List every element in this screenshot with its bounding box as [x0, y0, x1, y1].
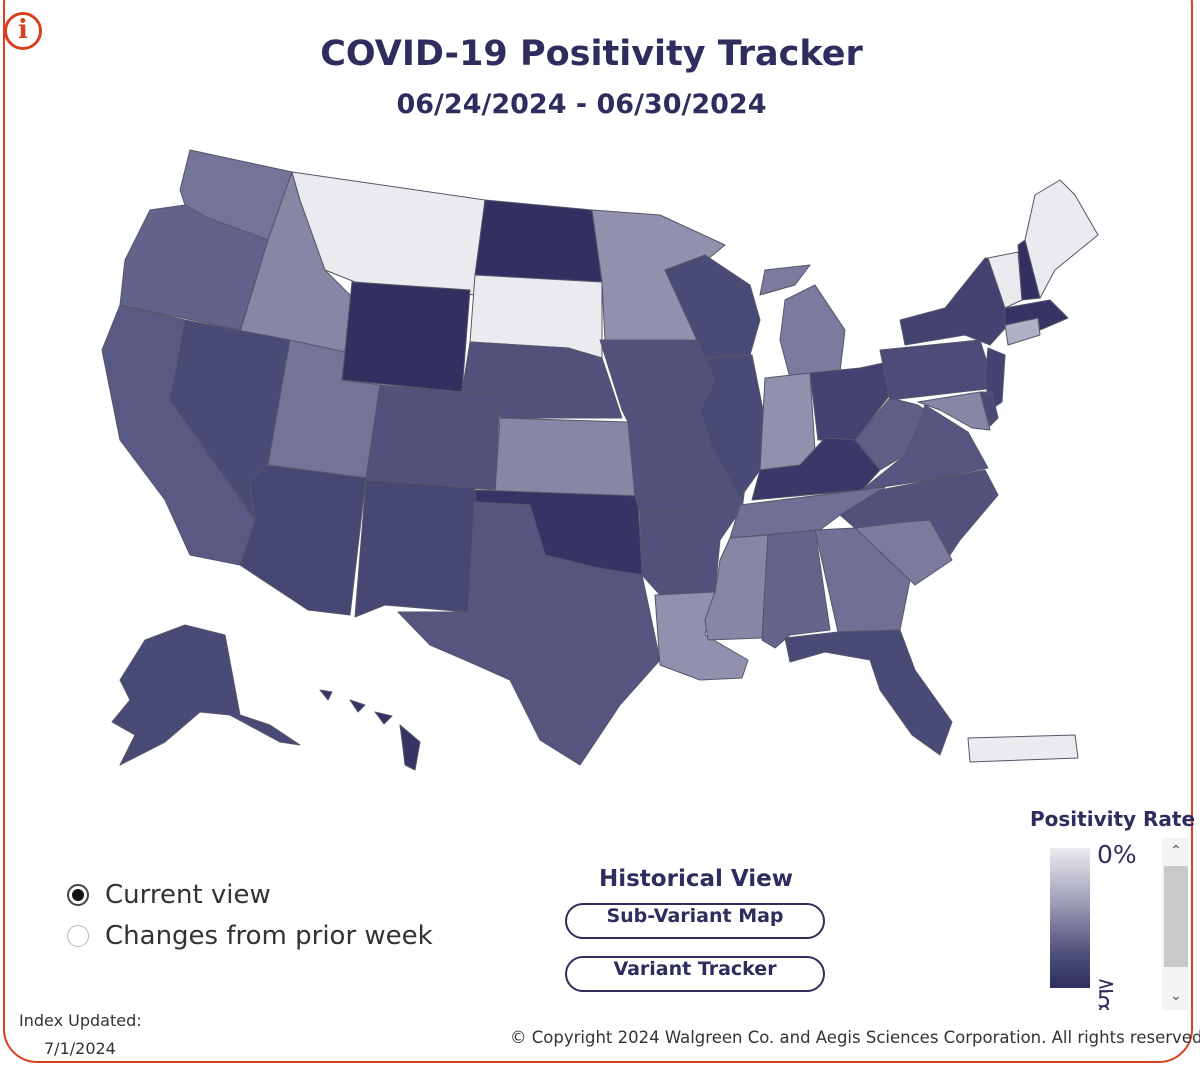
state-IN[interactable] [759, 372, 816, 471]
copyright-text: © Copyright 2024 Walgreen Co. and Aegis … [510, 1028, 1200, 1047]
sub-variant-map-button[interactable]: Sub-Variant Map [565, 903, 825, 939]
index-updated-label: Index Updated: [19, 1011, 142, 1030]
legend-max-clip: ≥ 50% [1097, 978, 1152, 1010]
state-CO[interactable] [365, 384, 501, 491]
legend-title: Positivity Rate [1030, 807, 1196, 831]
variant-tracker-button[interactable]: Variant Tracker [565, 956, 825, 992]
state-PR[interactable] [967, 734, 1079, 763]
scrollbar-thumb[interactable] [1164, 866, 1188, 967]
state-NC[interactable] [839, 469, 999, 556]
page-title: COVID-19 Positivity Tracker [320, 34, 863, 74]
state-IL[interactable] [699, 354, 766, 499]
state-NY[interactable] [899, 257, 1009, 346]
state-NE[interactable] [461, 341, 623, 419]
scroll-up-icon[interactable]: ⌃ [1170, 843, 1182, 859]
state-WI[interactable] [664, 254, 761, 359]
state-IA[interactable] [599, 339, 716, 411]
state-ME[interactable] [1024, 179, 1099, 299]
state-KS[interactable] [494, 417, 636, 497]
date-range: 06/24/2024 - 06/30/2024 [396, 89, 767, 120]
state-AK[interactable] [111, 624, 301, 766]
changes-prior-week-option[interactable]: Changes from prior week [67, 915, 433, 956]
state-PA[interactable] [879, 339, 996, 401]
info-icon[interactable]: i [4, 12, 42, 50]
dashboard-frame [3, 0, 1193, 1063]
view-toggle: Current view Changes from prior week [67, 874, 433, 956]
state-MD[interactable] [917, 391, 991, 431]
legend-min-label: 0% [1097, 840, 1137, 869]
current-view-option[interactable]: Current view [67, 874, 433, 915]
state-NM[interactable] [354, 479, 476, 618]
scroll-down-icon[interactable]: ⌄ [1170, 988, 1182, 1004]
state-MA[interactable] [1004, 299, 1069, 331]
state-TX[interactable] [397, 501, 661, 766]
legend-gradient [1050, 848, 1090, 988]
state-HI[interactable] [319, 689, 421, 771]
changes-prior-week-label: Changes from prior week [105, 920, 433, 951]
changes-prior-week-radio[interactable] [67, 924, 89, 947]
legend-max-label: ≥ 50% [1097, 978, 1116, 1010]
current-view-label: Current view [105, 879, 271, 910]
state-AZ[interactable] [239, 464, 367, 616]
current-view-radio[interactable] [67, 883, 89, 906]
state-GA[interactable] [814, 527, 911, 633]
state-WY[interactable] [341, 281, 471, 393]
state-MI[interactable] [759, 264, 846, 379]
index-updated-date: 7/1/2024 [44, 1039, 116, 1058]
historical-view-title: Historical View [598, 866, 794, 892]
state-DE[interactable] [979, 391, 999, 427]
state-FL[interactable] [784, 629, 953, 756]
us-positivity-map [101, 149, 1099, 771]
state-ND[interactable] [474, 199, 603, 283]
